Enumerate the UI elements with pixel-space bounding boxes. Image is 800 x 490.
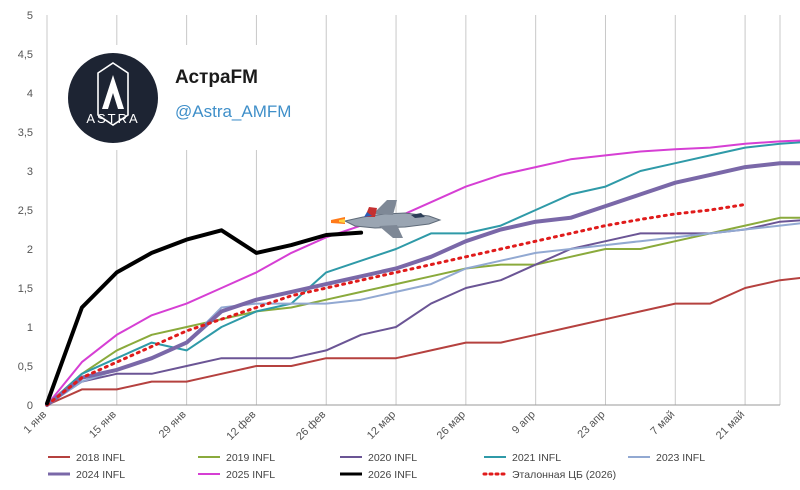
legend-label: 2026 INFL	[368, 469, 417, 481]
chart-legend: 2018 INFL 2019 INFL 2020 INFL 2021 INFL 2023…	[48, 452, 705, 481]
x-axis-labels: 1 янв 15 янв 29 янв 12 фев 26 фев 12 мар 26 ма…	[21, 409, 747, 443]
x-tick-label: 29 янв	[157, 409, 189, 441]
y-axis-labels: 0 0,5 1 1,5 2 2,5 3 3,5 4 4,5 5	[18, 10, 33, 412]
x-tick-label: 26 фев	[294, 409, 328, 443]
series-line-2024-infl	[45, 161, 800, 407]
series-line-2025-infl	[46, 139, 800, 406]
y-tick-label: 0	[27, 400, 33, 412]
legend-label: 2025 INFL	[226, 469, 275, 481]
y-tick-label: 4	[27, 88, 33, 100]
x-tick-label: 15 янв	[87, 409, 119, 441]
y-tick-label: 1,5	[18, 283, 33, 295]
astra-logo-icon: ASTRA	[86, 62, 139, 126]
legend-label: 2023 INFL	[656, 452, 705, 464]
x-tick-label: 26 мар	[435, 409, 468, 442]
series-lines	[45, 139, 800, 407]
x-tick-label: 23 апр	[575, 409, 607, 441]
x-tick-label: 9 апр	[510, 409, 538, 437]
y-tick-label: 4,5	[18, 49, 33, 61]
x-tick-label: 1 янв	[21, 409, 49, 437]
astra-logo: ASTRA	[68, 53, 158, 143]
y-tick-label: 0,5	[18, 361, 33, 373]
legend-label: 2024 INFL	[76, 469, 125, 481]
x-tick-label: 12 фев	[224, 409, 258, 443]
legend-label: 2021 INFL	[512, 452, 561, 464]
y-tick-label: 2,5	[18, 205, 33, 217]
y-tick-label: 1	[27, 322, 33, 334]
x-tick-label: 7 май	[648, 409, 677, 438]
y-tick-label: 2	[27, 244, 33, 256]
series-line-2019-infl	[46, 216, 800, 406]
y-tick-label: 3	[27, 166, 33, 178]
brand-handle: @Astra_AMFM	[175, 102, 292, 121]
y-tick-label: 5	[27, 10, 33, 22]
legend-label: 2020 INFL	[368, 452, 417, 464]
brand-card: ASTRA АстраFM @Astra_AMFM	[60, 45, 315, 150]
fighter-jet-icon	[331, 200, 442, 238]
legend-label: 2018 INFL	[76, 452, 125, 464]
x-tick-label: 21 май	[714, 409, 747, 442]
series-line-2020-infl	[46, 219, 800, 406]
logo-text: ASTRA	[86, 111, 139, 126]
x-tick-label: 12 мар	[365, 409, 398, 442]
legend-label: Эталонная ЦБ (2026)	[512, 469, 616, 481]
y-tick-label: 3,5	[18, 127, 33, 139]
series-line-2018-infl	[46, 276, 800, 406]
legend-label: 2019 INFL	[226, 452, 275, 464]
brand-name: АстраFM	[175, 67, 258, 88]
series-line-2026-infl	[45, 228, 364, 406]
series-line-эталонная-цб-2026-	[45, 203, 747, 407]
